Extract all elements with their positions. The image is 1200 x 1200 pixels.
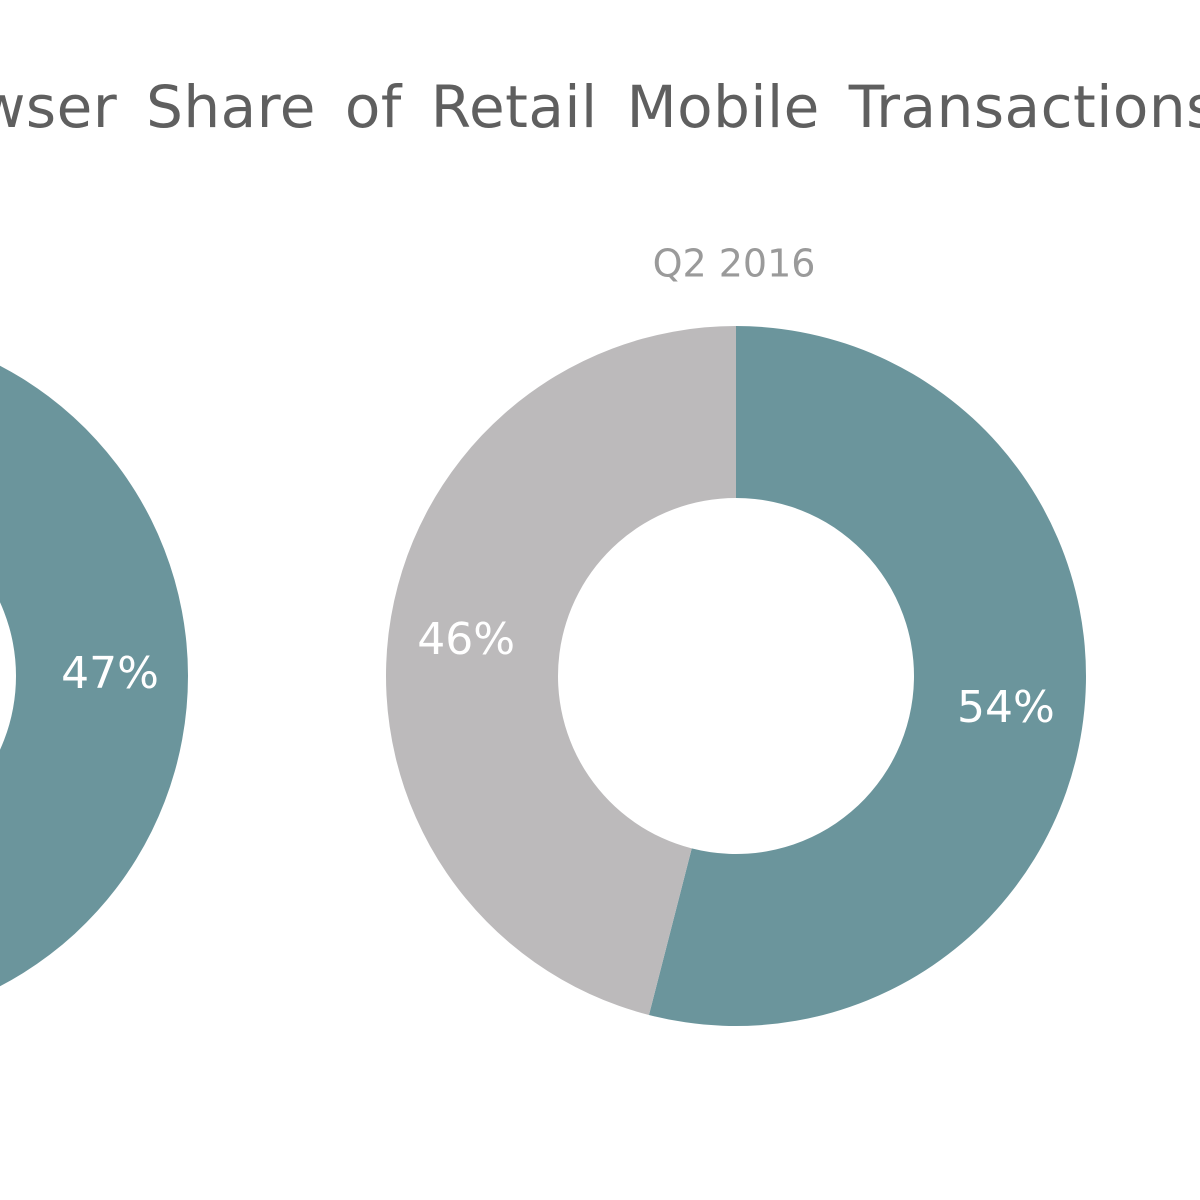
donut-slice-right-teal	[648, 326, 1087, 1027]
donut-chart-right: Q2 2016 54% 46%	[386, 242, 1087, 1027]
donut-slice-right-grey	[386, 326, 736, 1016]
period-label-q2-2016: Q2 2016	[653, 242, 816, 286]
chart-title: owser Share of Retail Mobile Transaction…	[0, 73, 1200, 141]
slice-label-right-teal: 54%	[957, 682, 1055, 733]
slice-label-right-grey: 46%	[417, 614, 515, 665]
chart-title-container: owser Share of Retail Mobile Transaction…	[0, 72, 1200, 142]
donut-slice-left-teal	[0, 365, 188, 987]
donut-chart-left: 47%	[0, 365, 188, 987]
slice-label-left-teal: 47%	[61, 648, 159, 699]
